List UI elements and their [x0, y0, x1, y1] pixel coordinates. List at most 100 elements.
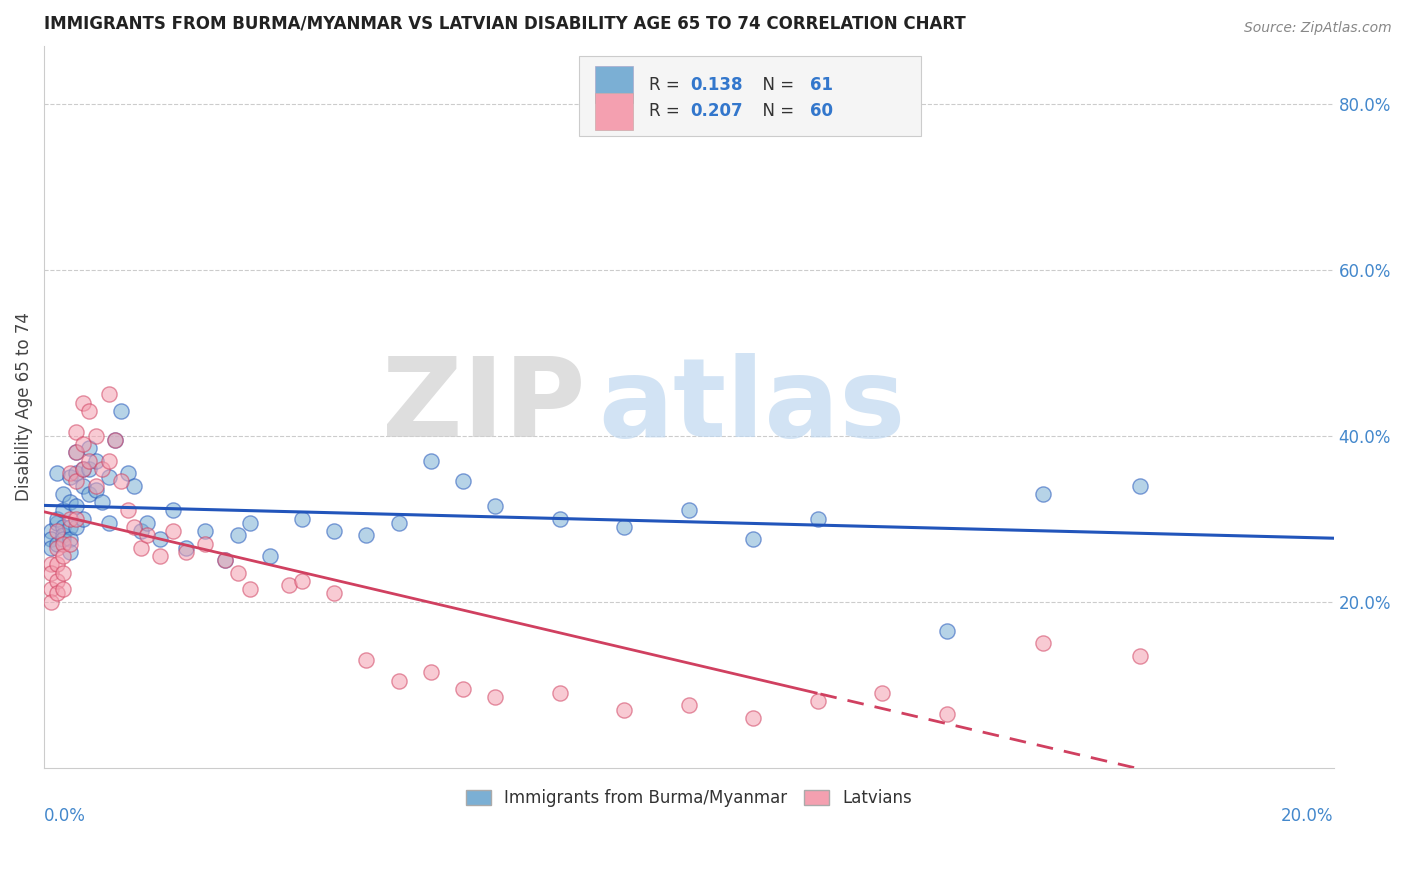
Point	[388, 516, 411, 530]
Text: R =: R =	[650, 76, 685, 94]
Point	[72, 437, 94, 451]
Point	[129, 541, 152, 555]
Point	[59, 536, 82, 550]
Point	[291, 574, 314, 588]
FancyBboxPatch shape	[595, 66, 634, 103]
Point	[52, 533, 75, 547]
Point	[59, 533, 82, 547]
Point	[97, 387, 120, 401]
Point	[72, 462, 94, 476]
Point	[291, 512, 314, 526]
Point	[323, 586, 346, 600]
Point	[872, 686, 894, 700]
Point	[97, 516, 120, 530]
Point	[72, 462, 94, 476]
Point	[136, 528, 159, 542]
Point	[59, 470, 82, 484]
Point	[1129, 648, 1152, 663]
Point	[72, 395, 94, 409]
Point	[548, 512, 571, 526]
Point	[39, 558, 62, 572]
Point	[613, 703, 636, 717]
Point	[59, 520, 82, 534]
Point	[52, 566, 75, 580]
Point	[97, 470, 120, 484]
Text: 0.138: 0.138	[690, 76, 742, 94]
Point	[46, 586, 69, 600]
Point	[84, 453, 107, 467]
Point	[59, 545, 82, 559]
Point	[84, 428, 107, 442]
Point	[72, 478, 94, 492]
Point	[807, 512, 830, 526]
Point	[239, 582, 262, 597]
Point	[259, 549, 281, 563]
Point	[52, 503, 75, 517]
Text: R =: R =	[650, 103, 685, 120]
Point	[39, 541, 62, 555]
Point	[65, 425, 87, 439]
Text: 61: 61	[810, 76, 834, 94]
FancyBboxPatch shape	[579, 56, 921, 136]
Point	[59, 512, 82, 526]
Point	[226, 528, 249, 542]
Legend: Immigrants from Burma/Myanmar, Latvians: Immigrants from Burma/Myanmar, Latvians	[460, 782, 918, 814]
Point	[124, 478, 146, 492]
Point	[214, 553, 236, 567]
Point	[420, 665, 443, 680]
Point	[194, 536, 217, 550]
Point	[39, 566, 62, 580]
Point	[678, 503, 700, 517]
Point	[484, 690, 506, 705]
Point	[59, 495, 82, 509]
Point	[52, 528, 75, 542]
Point	[91, 462, 114, 476]
Point	[104, 433, 127, 447]
Point	[39, 595, 62, 609]
Text: 60: 60	[810, 103, 834, 120]
Point	[420, 453, 443, 467]
Point	[46, 512, 69, 526]
Point	[65, 475, 87, 489]
Point	[65, 445, 87, 459]
Point	[1129, 478, 1152, 492]
Text: 0.207: 0.207	[690, 103, 742, 120]
Point	[174, 541, 197, 555]
Point	[451, 475, 474, 489]
Point	[52, 549, 75, 563]
Point	[484, 500, 506, 514]
Point	[77, 487, 100, 501]
Point	[77, 441, 100, 455]
Point	[742, 533, 765, 547]
Y-axis label: Disability Age 65 to 74: Disability Age 65 to 74	[15, 312, 32, 501]
Point	[548, 686, 571, 700]
Point	[174, 545, 197, 559]
Point	[239, 516, 262, 530]
Point	[39, 582, 62, 597]
Point	[226, 566, 249, 580]
Point	[742, 711, 765, 725]
Point	[1032, 487, 1054, 501]
Text: 0.0%: 0.0%	[44, 807, 86, 825]
Text: N =: N =	[752, 76, 800, 94]
Point	[65, 512, 87, 526]
Point	[77, 462, 100, 476]
Point	[77, 453, 100, 467]
Point	[46, 558, 69, 572]
Point	[935, 624, 957, 638]
Point	[65, 520, 87, 534]
Point	[104, 433, 127, 447]
Point	[1032, 636, 1054, 650]
Point	[46, 524, 69, 538]
Point	[117, 466, 139, 480]
Point	[39, 524, 62, 538]
Point	[46, 574, 69, 588]
Point	[613, 520, 636, 534]
Point	[110, 404, 132, 418]
Point	[356, 653, 378, 667]
Point	[46, 536, 69, 550]
Point	[194, 524, 217, 538]
Point	[97, 453, 120, 467]
Point	[65, 500, 87, 514]
Text: 20.0%: 20.0%	[1281, 807, 1334, 825]
